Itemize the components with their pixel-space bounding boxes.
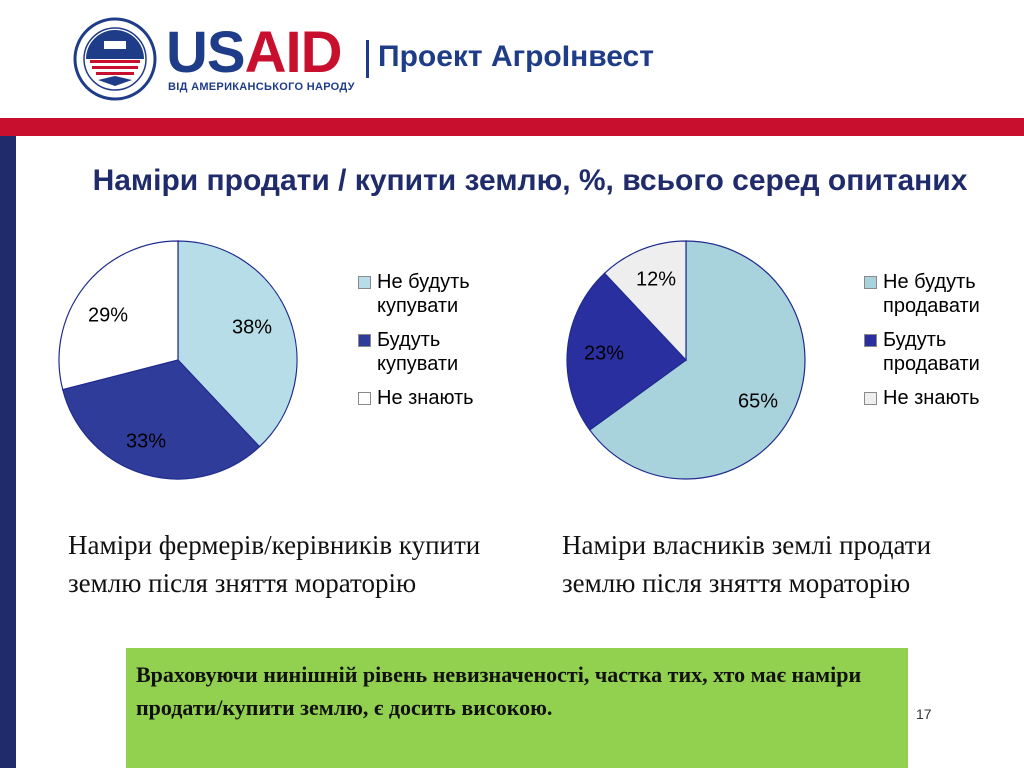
pie-slice bbox=[58, 240, 179, 391]
legend-item: Будуть купувати bbox=[358, 328, 527, 376]
legend-item: Не знають bbox=[864, 386, 1023, 410]
pie-slice bbox=[603, 240, 687, 362]
note-text: Враховуючи нинішній рівень невизначеност… bbox=[136, 662, 862, 720]
pie-data-label: 23% bbox=[584, 342, 624, 364]
legend-item: Не знають bbox=[358, 386, 527, 410]
slide-title: Наміри продати / купити землю, %, всього… bbox=[92, 164, 968, 197]
legend-label: Будуть купувати bbox=[377, 329, 459, 375]
legend-item: Не будуть купувати bbox=[358, 270, 527, 318]
note-box: Враховуючи нинішній рівень невизначеност… bbox=[126, 648, 908, 768]
page-number: 17 bbox=[916, 706, 932, 722]
legend-label: Не будуть продавати bbox=[883, 271, 980, 317]
legend-label: Не знають bbox=[377, 387, 474, 409]
legend-swatch bbox=[358, 334, 371, 347]
legend-item: Не будуть продавати bbox=[864, 270, 1023, 318]
pie-data-label: 38% bbox=[232, 316, 272, 338]
pie-slice bbox=[177, 240, 298, 448]
legend-swatch bbox=[358, 392, 371, 405]
legend-swatch bbox=[864, 392, 877, 405]
caption-buy: Наміри фермерів/керівників купити землю … bbox=[68, 530, 481, 598]
pie-data-label: 12% bbox=[636, 268, 676, 290]
pie-data-label: 33% bbox=[126, 430, 166, 452]
legend-item: Будуть продавати bbox=[864, 328, 1023, 376]
legend-label: Не знають bbox=[883, 387, 980, 409]
top-band bbox=[0, 118, 1024, 136]
usaid-logo-subtitle: ВІД АМЕРИКАНСЬКОГО НАРОДУ bbox=[168, 81, 355, 93]
project-name: Проект АгроІнвест bbox=[378, 40, 654, 73]
legend-swatch bbox=[864, 276, 877, 289]
pie-data-label: 65% bbox=[738, 390, 778, 412]
header-logo: USAID ВІД АМЕРИКАНСЬКОГО НАРОДУ Проект А… bbox=[72, 16, 712, 106]
usaid-logo-text: USAID bbox=[166, 20, 342, 85]
caption-sell: Наміри власників землі продати землю піс… bbox=[562, 530, 932, 598]
pie-slice bbox=[566, 272, 687, 431]
legend-label: Не будуть купувати bbox=[377, 271, 470, 317]
pie-slice bbox=[62, 359, 261, 480]
usaid-seal-icon bbox=[73, 17, 157, 101]
pie-data-label: 29% bbox=[88, 304, 128, 326]
logo-divider bbox=[366, 40, 369, 78]
legend-swatch bbox=[864, 334, 877, 347]
legend-buy: Не будуть купувати Будуть купувати Не зн… bbox=[358, 270, 527, 420]
left-stripe bbox=[0, 136, 16, 768]
pie-slice bbox=[588, 240, 806, 480]
legend-swatch bbox=[358, 276, 371, 289]
legend-sell: Не будуть продавати Будуть продавати Не … bbox=[864, 270, 1023, 420]
legend-label: Будуть продавати bbox=[883, 329, 980, 375]
